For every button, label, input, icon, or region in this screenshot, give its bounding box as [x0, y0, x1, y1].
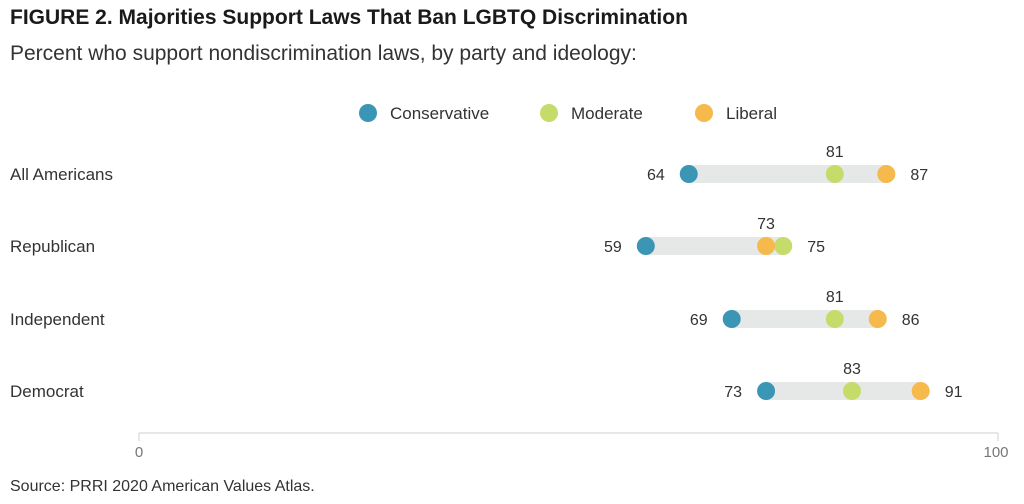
legend-label-moderate: Moderate — [571, 104, 643, 123]
value-label-conservative: 64 — [647, 167, 665, 184]
value-label-conservative: 59 — [604, 239, 622, 256]
row-label: Independent — [10, 310, 105, 329]
value-label-moderate: 83 — [843, 361, 861, 378]
row-republican: Republican 59 75 73 — [10, 216, 825, 256]
legend-swatch-liberal — [695, 104, 713, 122]
range-track — [731, 310, 878, 328]
value-label-liberal: 73 — [757, 216, 775, 233]
legend-swatch-moderate — [540, 104, 558, 122]
value-label-liberal: 87 — [910, 167, 928, 184]
range-track — [645, 237, 784, 255]
row-all-americans: All Americans 64 87 81 — [10, 144, 928, 184]
row-label: Republican — [10, 237, 95, 256]
row-label: All Americans — [10, 165, 113, 184]
value-label-moderate: 81 — [826, 144, 844, 161]
range-track — [688, 165, 887, 183]
value-label-moderate: 75 — [807, 239, 825, 256]
value-label-conservative: 69 — [690, 312, 708, 329]
legend: Conservative Moderate Liberal — [359, 104, 777, 123]
value-label-conservative: 73 — [724, 384, 742, 401]
x-tick-label-0: 0 — [135, 444, 143, 461]
chart-subtitle: Percent who support nondiscrimination la… — [10, 42, 637, 65]
dot-liberal — [911, 382, 930, 400]
legend-label-conservative: Conservative — [390, 104, 489, 123]
dot-conservative — [722, 310, 741, 328]
x-tick-label-100: 100 — [983, 444, 1008, 461]
dot-liberal — [877, 165, 896, 183]
dot-liberal — [868, 310, 887, 328]
source-note: Source: PRRI 2020 American Values Atlas. — [10, 478, 315, 495]
value-label-moderate: 81 — [826, 289, 844, 306]
chart-title: FIGURE 2. Majorities Support Laws That B… — [10, 6, 688, 29]
dot-moderate — [825, 310, 844, 328]
row-label: Democrat — [10, 382, 84, 401]
dot-conservative — [757, 382, 776, 400]
dot-moderate — [842, 382, 861, 400]
row-democrat: Democrat 73 91 83 — [10, 361, 963, 401]
dot-liberal — [757, 237, 776, 255]
legend-swatch-conservative — [359, 104, 377, 122]
chart-rows: All Americans 64 87 81 Republican 59 75 73 Indep… — [10, 144, 963, 401]
dot-conservative — [679, 165, 698, 183]
value-label-liberal: 91 — [945, 384, 963, 401]
x-axis: 0 100 — [135, 432, 1009, 461]
value-label-liberal: 86 — [902, 312, 920, 329]
dot-conservative — [636, 237, 655, 255]
dot-moderate — [774, 237, 793, 255]
dot-moderate — [825, 165, 844, 183]
row-independent: Independent 69 86 81 — [10, 289, 920, 329]
legend-label-liberal: Liberal — [726, 104, 777, 123]
